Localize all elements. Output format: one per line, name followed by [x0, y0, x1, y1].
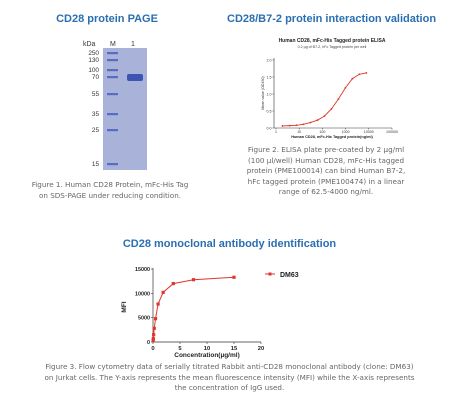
gel-marker-label: 15	[92, 161, 100, 168]
figure2-caption-line: range of 62.5-4000 ng/ml.	[278, 187, 374, 197]
figure3-caption-line: the concentration of IgG used.	[174, 383, 285, 393]
gel-header-lane1: 1	[131, 41, 135, 48]
elisa-chart: Human CD28, mFc-His Tagged protein ELISA…	[261, 38, 398, 139]
elisa-series-line	[282, 72, 367, 127]
elisa-data-point	[309, 121, 312, 124]
gel-marker-band	[107, 163, 118, 166]
mfi-data-point	[191, 278, 196, 282]
figure1-caption: Figure 1. Human CD28 Protein, mFc-His Ta…	[20, 180, 200, 201]
mfi-x-tick-label: 20	[258, 346, 264, 352]
mfi-data-point	[153, 317, 158, 321]
mfi-x-tick-label: 0	[151, 346, 154, 352]
gel-marker-label: 130	[88, 57, 99, 64]
elisa-x-tick-label: 10	[297, 130, 301, 134]
gel-marker-label: 25	[92, 127, 100, 134]
figure2-caption-line: (100 µl/well) Human CD28, mFc-His tagged	[247, 155, 405, 165]
figure2-caption: Figure 2. ELISA plate pre-coated by 2 µg…	[226, 145, 426, 198]
elisa-y-tick-label: 1.0	[267, 92, 272, 96]
panel2-title: CD28/B7-2 protein interaction validation	[227, 13, 437, 25]
elisa-y-tick-label: 0.0	[267, 126, 272, 130]
gel-marker-band	[107, 129, 118, 132]
elisa-data-point	[323, 115, 326, 117]
elisa-y-axis-label: Mean value (OD450)	[261, 76, 265, 109]
elisa-y-tick-label: 1.5	[267, 75, 272, 79]
figure2-caption-line: protein (PME100014) can bind Human B7-2,	[246, 166, 406, 176]
mfi-y-tick-label: 0	[147, 340, 150, 346]
gel-sample-band-70kda	[127, 74, 143, 81]
elisa-x-tick-label: 1000	[342, 130, 350, 134]
elisa-chart-subtitle: 0.2 µg of B7-2, hFc Tagged protein per w…	[298, 45, 367, 49]
mfi-legend-marker	[268, 272, 272, 276]
gel-marker-label: 100	[88, 67, 99, 74]
elisa-x-tick-label: 10000	[364, 130, 374, 134]
mfi-data-point	[152, 333, 156, 337]
elisa-x-tick-label: 100	[319, 130, 325, 134]
mfi-chart: MFI Concentration(µg/ml) 0 5 10 15 20 0 5000 10…	[121, 267, 299, 359]
mfi-data-point	[232, 275, 236, 279]
panel3-title: CD28 monoclonal antibody identification	[122, 238, 337, 250]
gel-marker-label: 70	[92, 74, 100, 81]
gel-marker-band	[107, 76, 118, 79]
mfi-data-point	[156, 302, 160, 306]
gel-header-kda: kDa	[83, 41, 96, 48]
elisa-chart-title: Human CD28, mFc-His Tagged protein ELISA	[279, 38, 386, 44]
figure1-caption-line: Figure 1. Human CD28 Protein, mFc-His Ta…	[31, 180, 189, 189]
mfi-y-tick-label: 5000	[138, 316, 150, 322]
figure3-caption: Figure 3. Flow cytometry data of seriall…	[5, 362, 454, 394]
gel-marker-label: 35	[92, 111, 100, 118]
elisa-data-point	[302, 123, 305, 126]
elisa-x-tick-label: 100000	[386, 130, 398, 134]
mfi-data-point	[151, 336, 155, 341]
mfi-y-tick-label: 10000	[135, 291, 150, 297]
figure3-caption-line: on Jurkat cells. The Y-axis represents t…	[44, 372, 415, 382]
gel-marker-band	[107, 69, 118, 72]
mfi-x-tick-label: 5	[178, 346, 182, 352]
mfi-series-line	[152, 276, 235, 341]
elisa-data-point	[358, 73, 361, 76]
elisa-y-tick-label: 0.5	[267, 109, 272, 113]
mfi-y-axis-label: MFI	[121, 301, 128, 312]
elisa-x-axis-label: Human CD28, mFc-His Tagged protein(ng/ml…	[291, 135, 373, 139]
elisa-data-point	[316, 119, 319, 122]
gel-marker-band	[107, 59, 118, 62]
gel-header-marker: M	[110, 41, 116, 48]
figure3-caption-line: Figure 3. Flow cytometry data of seriall…	[45, 362, 414, 371]
elisa-data-point	[337, 98, 340, 100]
mfi-x-tick-label: 10	[204, 346, 210, 352]
mfi-x-tick-label: 15	[231, 346, 238, 352]
mfi-legend-label: DM63	[280, 272, 299, 279]
mfi-y-tick-label: 15000	[135, 267, 150, 273]
mfi-x-axis-label: Concentration(µg/ml)	[174, 352, 240, 359]
elisa-data-point	[330, 108, 333, 110]
figure2-caption-line: Figure 2. ELISA plate pre-coated by 2 µg…	[247, 145, 405, 154]
gel-marker-label: 55	[92, 91, 100, 98]
elisa-data-point	[295, 124, 298, 127]
gel-marker-band	[107, 93, 118, 96]
gel-body	[103, 48, 147, 170]
elisa-y-tick-label: 2.0	[267, 58, 272, 62]
panel1-title: CD28 protein PAGE	[56, 13, 158, 25]
elisa-data-point	[365, 72, 368, 74]
mfi-data-point	[151, 338, 155, 343]
mfi-data-point	[152, 326, 156, 330]
elisa-data-point	[351, 77, 354, 80]
gel-marker-label: 250	[88, 50, 99, 57]
elisa-data-point	[281, 125, 284, 127]
mfi-data-point	[161, 290, 165, 294]
figure1-caption-line: on SDS-PAGE under reducing condition.	[38, 190, 182, 200]
elisa-x-tick-label: 1	[275, 130, 277, 134]
gel-marker-band	[107, 113, 118, 116]
figure2-caption-line: hFc tagged protein (PME100474) in a line…	[247, 176, 405, 186]
gel-marker-band	[107, 52, 118, 55]
elisa-data-point	[344, 86, 347, 89]
elisa-data-point	[288, 124, 291, 127]
mfi-data-point	[171, 282, 175, 286]
